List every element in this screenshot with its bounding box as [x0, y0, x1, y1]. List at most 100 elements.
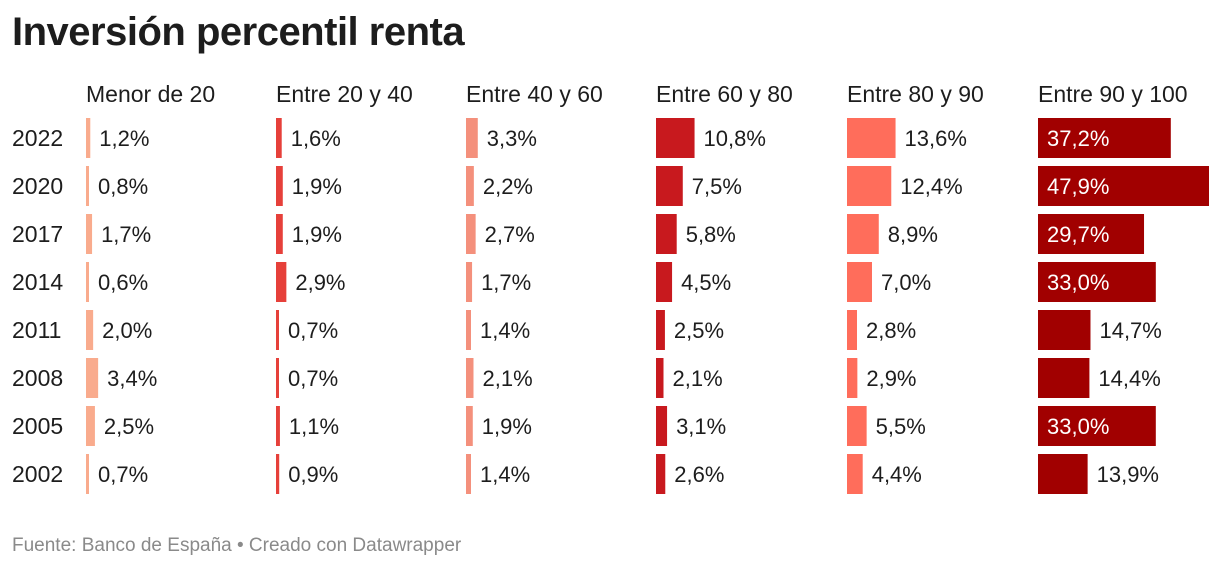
value-label-menor-de-20-2005: 2,5%: [104, 414, 154, 439]
value-label-entre-80-y-90-2011: 2,8%: [866, 318, 916, 343]
value-label-entre-40-y-60-2011: 1,4%: [480, 318, 530, 343]
value-label-entre-20-y-40-2011: 0,7%: [288, 318, 338, 343]
bar-entre-60-y-80-2014: [656, 262, 673, 302]
value-label-menor-de-20-2008: 3,4%: [107, 366, 157, 391]
year-label-2014: 2014: [12, 269, 63, 295]
value-label-entre-80-y-90-2002: 4,4%: [872, 462, 922, 487]
value-label-entre-60-y-80-2008: 2,1%: [672, 366, 722, 391]
bar-menor-de-20-2020: [86, 166, 89, 206]
bar-entre-40-y-60-2008: [466, 358, 474, 398]
value-label-entre-60-y-80-2005: 3,1%: [676, 414, 726, 439]
value-label-entre-90-y-100-2014: 33,0%: [1047, 270, 1109, 295]
bar-menor-de-20-2005: [86, 406, 95, 446]
value-label-entre-20-y-40-2017: 1,9%: [292, 222, 342, 247]
value-label-entre-90-y-100-2008: 14,4%: [1098, 366, 1160, 391]
column-header-entre-40-y-60: Entre 40 y 60: [466, 81, 603, 107]
year-label-2022: 2022: [12, 125, 63, 151]
bar-entre-60-y-80-2017: [656, 214, 677, 254]
value-label-menor-de-20-2020: 0,8%: [98, 174, 148, 199]
bar-entre-90-y-100-2005: [1038, 406, 1156, 446]
value-label-entre-80-y-90-2008: 2,9%: [866, 366, 916, 391]
column-header-entre-80-y-90: Entre 80 y 90: [847, 81, 984, 107]
bar-entre-90-y-100-2017: [1038, 214, 1145, 254]
bar-menor-de-20-2017: [86, 214, 93, 254]
year-label-2017: 2017: [12, 221, 63, 247]
column-header-entre-20-y-40: Entre 20 y 40: [276, 81, 413, 107]
value-label-entre-40-y-60-2022: 3,3%: [487, 126, 537, 151]
value-label-entre-90-y-100-2005: 33,0%: [1047, 414, 1109, 439]
value-label-menor-de-20-2022: 1,2%: [99, 126, 149, 151]
value-label-entre-60-y-80-2014: 4,5%: [681, 270, 731, 295]
bar-entre-80-y-90-2002: [847, 454, 863, 494]
value-label-entre-90-y-100-2020: 47,9%: [1047, 174, 1109, 199]
value-label-entre-90-y-100-2002: 13,9%: [1097, 462, 1159, 487]
small-multiples-bar-chart: 2022 2020 2017 2014 2011 2008 2005 2002 Menor de…: [12, 81, 1209, 494]
value-label-entre-60-y-80-2020: 7,5%: [692, 174, 742, 199]
bar-entre-80-y-90-2014: [847, 262, 872, 302]
bar-entre-40-y-60-2022: [466, 118, 478, 158]
value-label-entre-40-y-60-2008: 2,1%: [482, 366, 532, 391]
bar-entre-40-y-60-2011: [466, 310, 471, 350]
value-label-entre-90-y-100-2017: 29,7%: [1047, 222, 1109, 247]
bar-entre-20-y-40-2011: [276, 310, 279, 350]
year-label-2005: 2005: [12, 413, 63, 439]
bar-entre-20-y-40-2022: [276, 118, 282, 158]
bar-entre-90-y-100-2008: [1038, 358, 1090, 398]
value-label-entre-20-y-40-2002: 0,9%: [288, 462, 338, 487]
value-label-entre-80-y-90-2020: 12,4%: [900, 174, 962, 199]
bar-entre-20-y-40-2014: [276, 262, 287, 302]
bar-entre-80-y-90-2005: [847, 406, 867, 446]
bar-entre-40-y-60-2005: [466, 406, 473, 446]
year-label-2002: 2002: [12, 461, 63, 487]
bar-menor-de-20-2014: [86, 262, 89, 302]
bar-menor-de-20-2011: [86, 310, 94, 350]
bar-entre-60-y-80-2011: [656, 310, 665, 350]
value-label-entre-40-y-60-2014: 1,7%: [481, 270, 531, 295]
value-label-entre-20-y-40-2020: 1,9%: [292, 174, 342, 199]
value-label-entre-20-y-40-2022: 1,6%: [291, 126, 341, 151]
column-header-entre-60-y-80: Entre 60 y 80: [656, 81, 793, 107]
column-header-entre-90-y-100: Entre 90 y 100: [1038, 81, 1188, 107]
value-label-entre-40-y-60-2002: 1,4%: [480, 462, 530, 487]
bar-menor-de-20-2008: [86, 358, 99, 398]
value-label-entre-90-y-100-2011: 14,7%: [1099, 318, 1161, 343]
value-label-menor-de-20-2017: 1,7%: [101, 222, 151, 247]
value-label-entre-20-y-40-2005: 1,1%: [289, 414, 339, 439]
bar-menor-de-20-2002: [86, 454, 89, 494]
bar-entre-40-y-60-2014: [466, 262, 473, 302]
value-label-menor-de-20-2011: 2,0%: [102, 318, 152, 343]
value-label-entre-40-y-60-2020: 2,2%: [483, 174, 533, 199]
year-label-2008: 2008: [12, 365, 63, 391]
value-label-entre-60-y-80-2022: 10,8%: [704, 126, 766, 151]
value-label-entre-60-y-80-2011: 2,5%: [674, 318, 724, 343]
bar-entre-90-y-100-2020: [1038, 166, 1209, 206]
bar-entre-60-y-80-2005: [656, 406, 668, 446]
bar-entre-40-y-60-2017: [466, 214, 476, 254]
value-label-menor-de-20-2014: 0,6%: [98, 270, 148, 295]
value-label-entre-20-y-40-2008: 0,7%: [288, 366, 338, 391]
bar-entre-90-y-100-2011: [1038, 310, 1091, 350]
value-label-entre-60-y-80-2002: 2,6%: [674, 462, 724, 487]
value-label-entre-20-y-40-2014: 2,9%: [295, 270, 345, 295]
value-label-entre-40-y-60-2017: 2,7%: [485, 222, 535, 247]
value-label-entre-80-y-90-2017: 8,9%: [888, 222, 938, 247]
bar-entre-80-y-90-2022: [847, 118, 896, 158]
bar-entre-80-y-90-2020: [847, 166, 892, 206]
bar-entre-90-y-100-2022: [1038, 118, 1171, 158]
bar-entre-20-y-40-2002: [276, 454, 280, 494]
column-header-menor-de-20: Menor de 20: [86, 81, 215, 107]
bar-entre-20-y-40-2017: [276, 214, 283, 254]
bar-entre-60-y-80-2008: [656, 358, 664, 398]
bar-entre-60-y-80-2020: [656, 166, 683, 206]
bar-entre-90-y-100-2002: [1038, 454, 1088, 494]
bar-entre-20-y-40-2008: [276, 358, 279, 398]
bar-entre-40-y-60-2002: [466, 454, 471, 494]
value-label-entre-40-y-60-2005: 1,9%: [482, 414, 532, 439]
source-note: Fuente: Banco de España • Creado con Dat…: [12, 535, 462, 556]
value-label-entre-60-y-80-2017: 5,8%: [686, 222, 736, 247]
bar-entre-80-y-90-2011: [847, 310, 857, 350]
bar-entre-20-y-40-2005: [276, 406, 280, 446]
bar-entre-80-y-90-2017: [847, 214, 879, 254]
bar-entre-60-y-80-2022: [656, 118, 695, 158]
year-label-2020: 2020: [12, 173, 63, 199]
